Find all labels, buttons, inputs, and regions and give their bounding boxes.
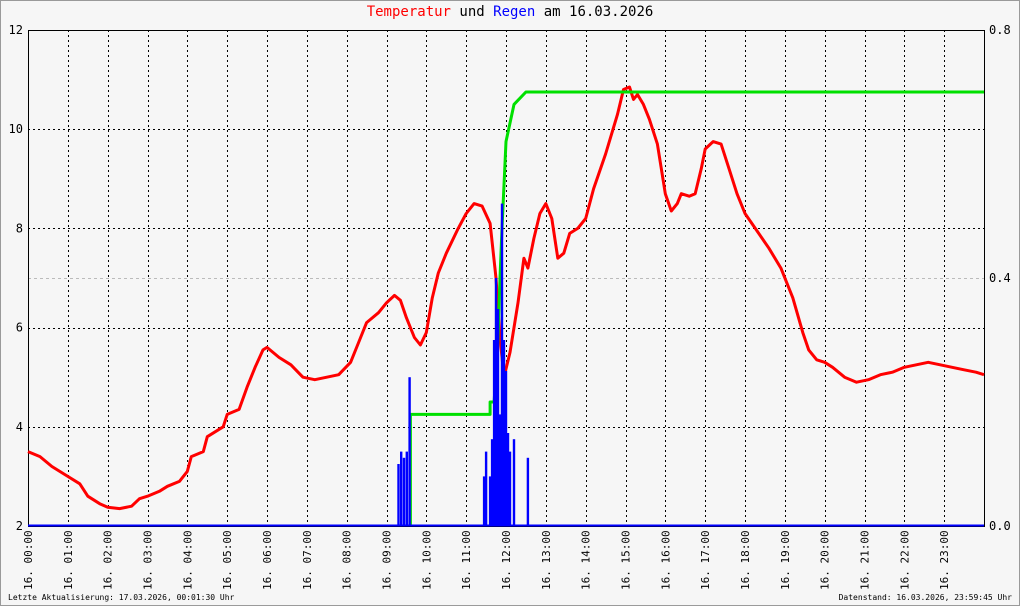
x-tick-label: 16. 13:00 [540,530,553,590]
rain-rate-bar [402,457,406,526]
tick-labels: 2 4 6 8 10 12 0.0 0.4 0.8 16. 00:00 16. 01:00 16. 0… [9,23,1011,590]
series-line-temperature [27,85,985,511]
x-tick-label: 16. 11:00 [460,530,473,590]
rain-rate-bar [408,377,411,526]
x-tick-label: 16. 17:00 [699,530,712,590]
rain-rate-bar [496,309,500,526]
rain-rate-bar [482,476,486,526]
title-temperature: Temperatur [366,4,451,20]
x-tick-label: 16. 14:00 [580,530,593,590]
x-tick-label: 16. 03:00 [142,530,155,590]
x-tick-label: 16. 02:00 [102,530,115,590]
rain-rate-bar [490,439,494,526]
x-tick-label: 16. 23:00 [938,530,951,590]
title-date: am 16.03.2026 [535,4,654,20]
x-tick-label: 16. 18:00 [739,530,752,590]
y-left-tick-label: 10 [9,122,23,136]
x-tick-label: 16. 07:00 [301,530,314,590]
x-tick-label: 16. 12:00 [500,530,513,590]
y-right-tick-label: 0.8 [989,23,1011,37]
y-right-tick-label: 0.0 [989,519,1011,533]
rain-rate-bar [405,451,408,526]
x-tick-label: 16. 09:00 [381,530,394,590]
y-left-tick-label: 4 [16,420,23,434]
x-tick-label: 16. 22:00 [898,530,911,590]
footer-last-update: Letzte Aktualisierung: 17.03.2026, 00:01… [8,593,235,602]
rain-rate-bar [498,414,502,526]
rain-rate-bar [512,439,516,526]
rain-rate-bar [508,451,512,526]
x-tick-label: 16. 01:00 [62,530,75,590]
grid-lines [28,30,984,526]
x-tick-label: 16. 19:00 [779,530,792,590]
x-tick-label: 16. 08:00 [341,530,354,590]
rain-rate-bar [504,371,508,526]
title-regen: Regen [493,4,536,20]
rain-rate-bar [526,457,530,526]
rain-rate-bar [494,278,498,526]
title-und: und [450,4,494,20]
y-left-tick-label: 6 [16,321,23,335]
x-tick-label: 16. 16:00 [659,530,672,590]
x-tick-label: 16. 10:00 [420,530,433,590]
rain-rate-bar [506,433,510,526]
series-layer [27,85,985,527]
y-left-tick-label: 12 [9,23,23,37]
rain-rate-bar [500,203,504,526]
footer-data-status: Datenstand: 16.03.2026, 23:59:45 Uhr [838,593,1012,602]
x-tick-label: 16. 04:00 [181,530,194,590]
rain-rate-bar [484,451,488,526]
x-tick-label: 16. 20:00 [819,530,832,590]
x-tick-label: 16. 06:00 [261,530,274,590]
x-tick-label: 16. 21:00 [859,530,872,590]
rain-rate-bar [492,340,496,526]
chart-title: Temperatur und Regen am 16.03.2026 [0,4,1020,20]
x-tick-label: 16. 00:00 [22,530,35,590]
y-right-tick-label: 0.4 [989,271,1011,285]
rain-rate-bar [502,340,506,526]
x-tick-label: 16. 15:00 [620,530,633,590]
y-left-tick-label: 8 [16,221,23,235]
x-tick-label: 16. 05:00 [221,530,234,590]
y-left-tick-label: 2 [16,519,23,533]
rain-rate-bar [488,476,492,526]
rain-rate-bar [397,464,400,526]
rain-rate-bar [400,451,403,526]
